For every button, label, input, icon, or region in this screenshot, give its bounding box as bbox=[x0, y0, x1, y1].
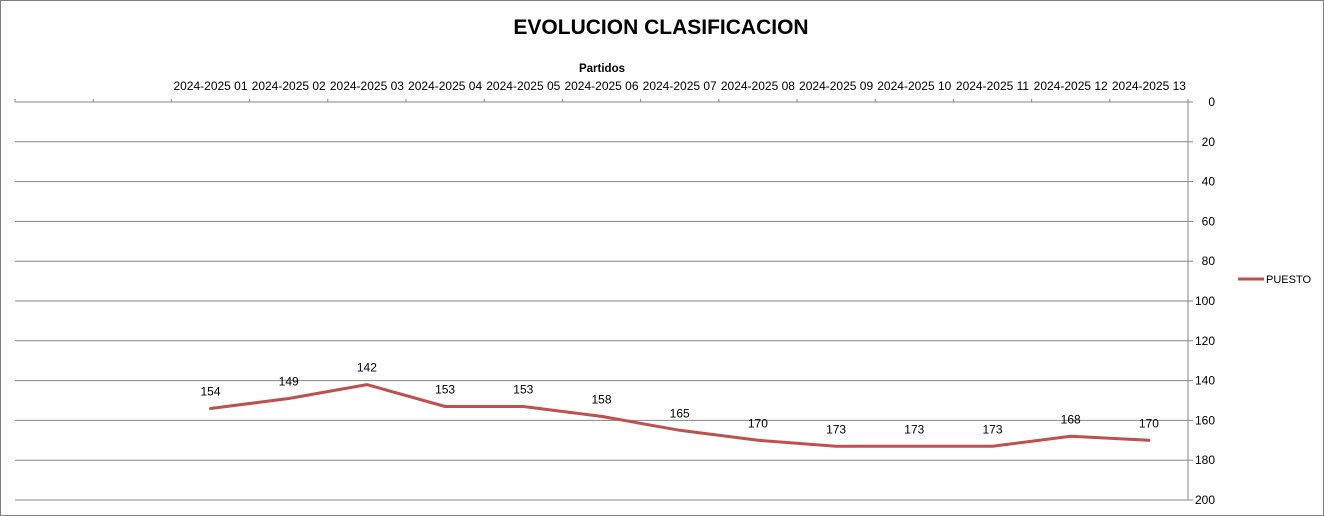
y-tick-label: 80 bbox=[1202, 254, 1216, 268]
data-label: 142 bbox=[357, 361, 377, 375]
series-line bbox=[209, 383, 1151, 448]
y-tick-label: 60 bbox=[1202, 214, 1216, 228]
y-tick-label: 140 bbox=[1195, 374, 1215, 388]
gridlines bbox=[15, 141, 1188, 501]
legend: PUESTO bbox=[1238, 274, 1311, 286]
x-tick-label: 2024-2025 08 bbox=[721, 79, 795, 93]
y-tick-label: 0 bbox=[1208, 95, 1215, 109]
data-label: 168 bbox=[1061, 412, 1081, 426]
axes bbox=[14, 99, 1193, 501]
x-tick-label: 2024-2025 11 bbox=[956, 79, 1030, 93]
data-label: 173 bbox=[982, 422, 1002, 436]
x-tick-label: 2024-2025 13 bbox=[1112, 79, 1186, 93]
x-axis-title: Partidos bbox=[579, 63, 625, 75]
y-tick-label: 200 bbox=[1195, 493, 1215, 507]
data-labels: 154 149 142 153 153 158 165 170 173 173 173 168 170 bbox=[200, 361, 1159, 437]
data-label: 153 bbox=[435, 382, 455, 396]
y-tick-label: 160 bbox=[1195, 413, 1215, 427]
y-tick-label: 20 bbox=[1202, 135, 1216, 149]
x-axis-tick-labels: 2024-2025 01 2024-2025 02 2024-2025 03 2024… bbox=[173, 79, 1186, 93]
y-tick-label: 40 bbox=[1202, 175, 1216, 189]
data-label: 149 bbox=[279, 375, 299, 389]
x-tick-label: 2024-2025 09 bbox=[799, 79, 873, 93]
data-label: 170 bbox=[748, 416, 768, 430]
y-tick-label: 100 bbox=[1195, 294, 1215, 308]
chart-title: EVOLUCION CLASIFICACION bbox=[513, 16, 808, 39]
data-label: 173 bbox=[904, 422, 924, 436]
y-tick-label: 180 bbox=[1195, 453, 1215, 467]
y-axis-tick-labels: 0 20 40 60 80 100 120 140 160 180 200 bbox=[1195, 95, 1215, 507]
y-tick-label: 120 bbox=[1195, 334, 1215, 348]
data-label: 158 bbox=[591, 392, 611, 406]
x-tick-label: 2024-2025 12 bbox=[1034, 79, 1108, 93]
data-label: 170 bbox=[1139, 416, 1159, 430]
legend-label-puesto: PUESTO bbox=[1266, 274, 1311, 286]
x-tick-label: 2024-2025 02 bbox=[252, 79, 326, 93]
data-label: 173 bbox=[826, 422, 846, 436]
x-tick-label: 2024-2025 03 bbox=[330, 79, 404, 93]
series-puesto bbox=[209, 383, 1151, 448]
x-tick-label: 2024-2025 07 bbox=[643, 79, 717, 93]
data-label: 154 bbox=[200, 384, 220, 398]
x-tick-label: 2024-2025 01 bbox=[173, 79, 247, 93]
data-label: 165 bbox=[670, 406, 690, 420]
x-tick-label: 2024-2025 06 bbox=[564, 79, 638, 93]
x-tick-label: 2024-2025 04 bbox=[408, 79, 482, 93]
data-label: 153 bbox=[513, 382, 533, 396]
x-tick-label: 2024-2025 10 bbox=[877, 79, 951, 93]
x-tick-label: 2024-2025 05 bbox=[486, 79, 560, 93]
